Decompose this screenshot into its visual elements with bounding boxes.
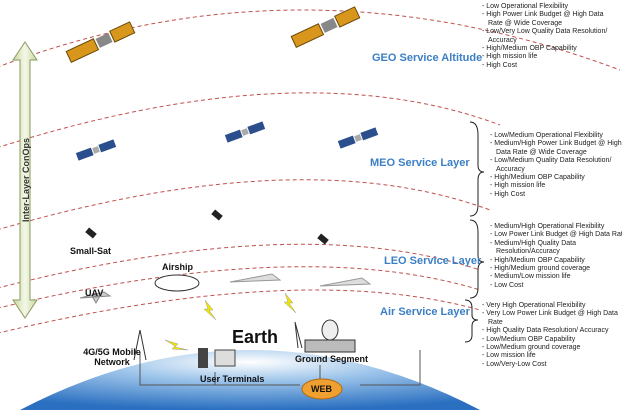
feature: - Low/Very-Low Cost	[482, 361, 620, 369]
feature-list: - Low Operational Flexibility- High Powe…	[482, 3, 620, 70]
feature-list: - Very High Operational Flexibility- Ver…	[482, 302, 620, 369]
satellites	[66, 7, 378, 245]
feature: - High Power Link Budget @ High Data Rat…	[482, 11, 620, 28]
label: User Terminals	[200, 374, 264, 384]
tower	[295, 322, 302, 348]
feature-list: - Medium/High Operational Flexibility- L…	[490, 223, 622, 290]
feature: - Very High Operational Flexibility	[482, 302, 620, 310]
feature: - High/Medium OBP Capability	[490, 257, 622, 265]
feature: - High/Medium ground coverage	[490, 265, 622, 273]
feature: - Very Low Power Link Budget @ High Data…	[482, 310, 620, 327]
feature: - High mission life	[490, 182, 622, 190]
feature: - Low/Medium Quality Data Resolution/ Ac…	[490, 157, 622, 174]
feature: - Medium/High Operational Flexibility	[490, 223, 622, 231]
feature: - Low Cost	[490, 282, 622, 290]
user-terminal	[215, 350, 235, 366]
user-terminal	[198, 348, 208, 368]
label: Airship	[162, 262, 193, 272]
feature: - Low/Medium OBP Capability	[482, 336, 620, 344]
feature: - High/Medium OBP Capability	[482, 45, 620, 53]
feature: - High mission life	[482, 53, 620, 61]
feature: - High Cost	[482, 62, 620, 70]
feature: - Low/Medium ground coverage	[482, 344, 620, 352]
feature: - High Quality Data Resolution/ Accuracy	[482, 327, 620, 335]
label: 4G/5G Mobile Network	[72, 347, 152, 367]
feature: - High/Medium OBP Capability	[490, 174, 622, 182]
ground-station	[305, 340, 355, 352]
feature: - Medium/High Quality Data Resolution/Ac…	[490, 240, 622, 257]
layer-name: MEO Service Layer	[370, 157, 470, 169]
layer-name: LEO Service Layer	[384, 255, 481, 267]
feature: - Low mission life	[482, 352, 620, 360]
label: Ground Segment	[295, 354, 368, 364]
feature-list: - Low/Medium Operational Flexibility- Me…	[490, 132, 622, 199]
label: UAV	[85, 288, 103, 298]
feature: - Low Operational Flexibility	[482, 3, 620, 11]
dish	[322, 320, 338, 340]
label: Earth	[232, 327, 278, 348]
feature: - Low Power Link Budget @ High Data Rate	[490, 231, 622, 239]
label: WEB	[311, 384, 332, 394]
feature: - Medium/Low mission life	[490, 273, 622, 281]
feature: - Low/Very Low Quality Data Resolution/ …	[482, 28, 620, 45]
feature: - Medium/High Power Link Budget @ High D…	[490, 140, 622, 157]
aircraft	[230, 274, 370, 286]
airship	[155, 275, 199, 291]
axis-label: Inter-Layer ConOps	[21, 138, 31, 222]
layer-name: GEO Service Altitude	[372, 52, 482, 64]
feature: - High Cost	[490, 191, 622, 199]
feature: - Low/Medium Operational Flexibility	[490, 132, 622, 140]
diagram: Inter-Layer ConOps GEO Service Altitude …	[0, 0, 622, 410]
label: Small-Sat	[70, 246, 111, 256]
layer-name: Air Service Layer	[380, 306, 470, 318]
